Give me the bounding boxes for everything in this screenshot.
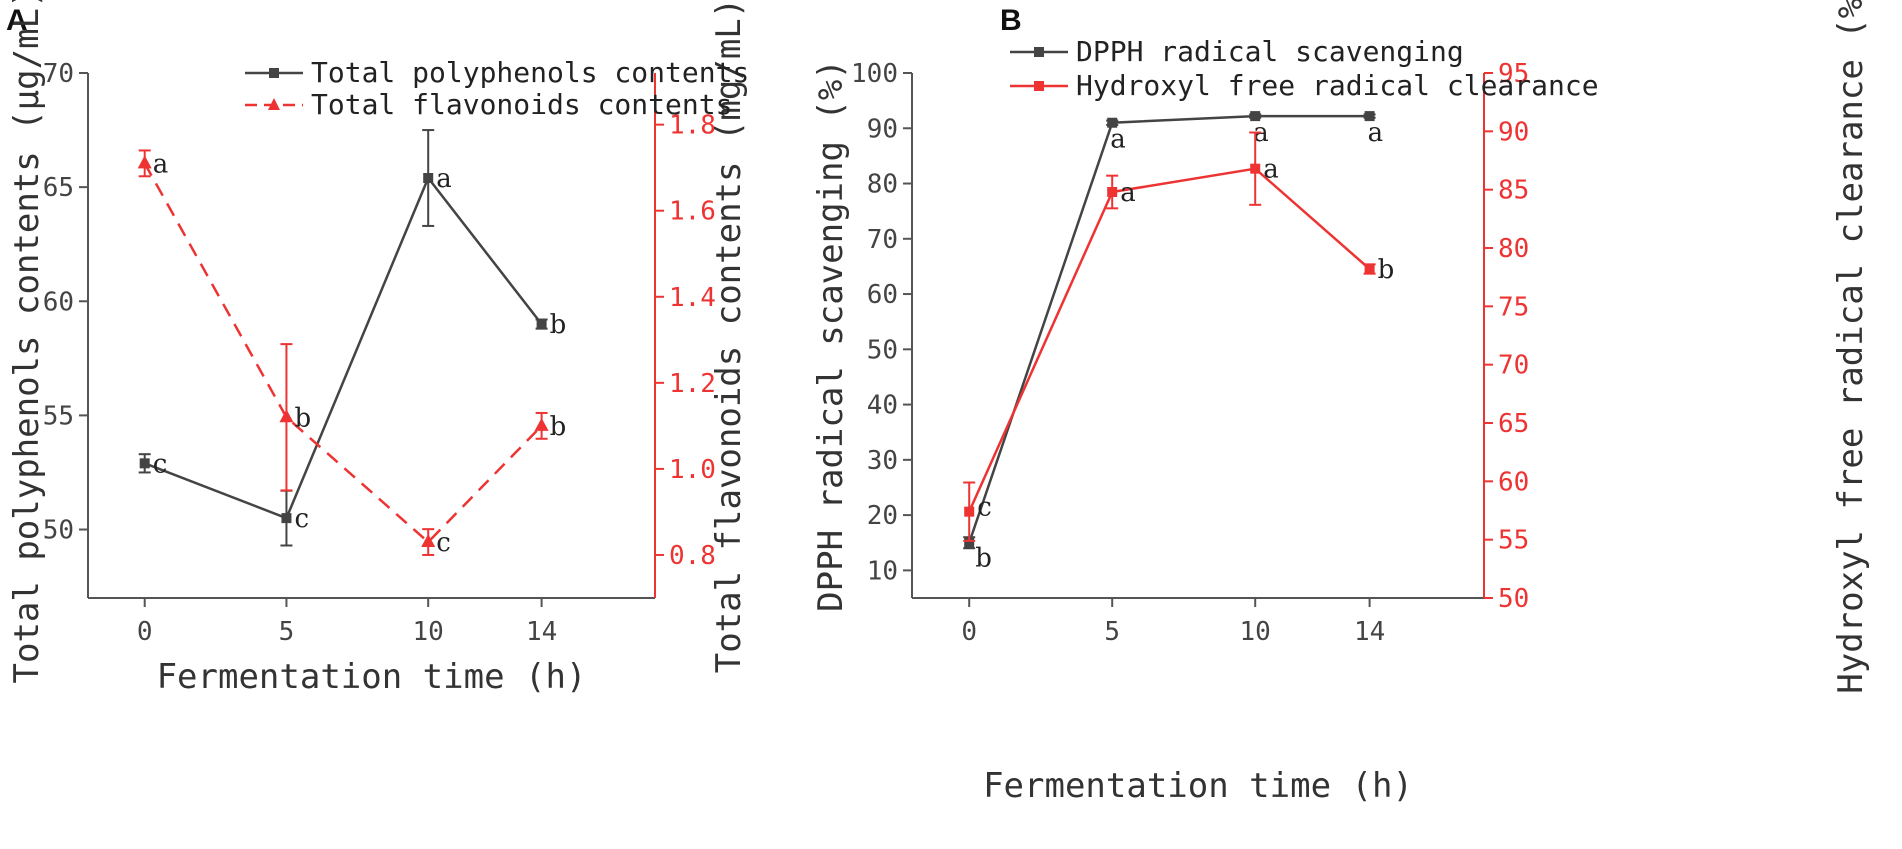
y-right-tick-label: 60 [1498, 467, 1529, 497]
y-right-tick-label: 1.0 [669, 455, 716, 485]
legend-label: DPPH radical scavenging [1076, 35, 1464, 68]
significance-label: b [550, 412, 567, 442]
y-left-tick-label: 100 [851, 59, 898, 89]
panel-label-b: B [1000, 4, 1022, 37]
series-line-b-0 [968, 114, 1370, 544]
significance-label: a [153, 149, 169, 179]
significance-label: a [1110, 125, 1126, 155]
y-right-tick-label: 55 [1498, 526, 1529, 556]
y-right-tick-label: 1.6 [669, 197, 716, 227]
data-point-marker [423, 173, 434, 183]
data-point-marker [1107, 187, 1118, 197]
x-tick-label: 5 [279, 617, 295, 647]
legend-marker [1034, 81, 1044, 91]
y-right-tick-label: 50 [1498, 584, 1529, 614]
y-left-tick-label: 80 [867, 170, 898, 200]
y-left-tick-label: 55 [43, 401, 74, 431]
x-tick-label: 14 [526, 617, 557, 647]
legend-marker [1034, 47, 1044, 57]
series-line-a-0 [144, 175, 543, 520]
significance-label: a [436, 164, 452, 194]
data-point-marker [421, 534, 436, 548]
x-tick-label: 0 [137, 617, 153, 647]
legend-marker [269, 68, 279, 78]
y-right-tick-label: 1.8 [669, 111, 716, 141]
x-tick-label: 5 [1104, 617, 1120, 647]
data-point-marker [1364, 111, 1375, 122]
legend-label: Total polyphenols contents [311, 56, 749, 89]
x-tick-label: 0 [961, 617, 977, 647]
y-left-tick-label: 50 [867, 335, 898, 365]
y-axis-left-title: Total polyphenols contents (μg/mL) [7, 0, 47, 683]
y-left-tick-label: 65 [43, 173, 74, 203]
y-right-tick-label: 85 [1498, 176, 1529, 206]
y-right-tick-label: 95 [1498, 59, 1529, 89]
significance-label: c [436, 528, 451, 558]
significance-label: a [1120, 178, 1136, 208]
y-right-tick-label: 65 [1498, 409, 1529, 439]
y-right-tick-label: 1.2 [669, 369, 716, 399]
significance-label: b [975, 544, 992, 574]
chart-panel-b: 0 5 10 14 10 20 30 40 50 60 70 80 90 100 50 55 60 65 70 75 8… [811, 0, 1871, 806]
data-point-marker [137, 155, 152, 169]
legend-marker [268, 98, 280, 110]
y-left-tick-label: 30 [867, 446, 898, 476]
y-right-tick-label: 1.4 [669, 283, 716, 313]
y-left-tick-label: 70 [43, 59, 74, 89]
data-point-marker [1107, 117, 1118, 128]
y-left-tick-label: 90 [867, 114, 898, 144]
significance-label: a [1263, 155, 1279, 185]
significance-label: c [153, 449, 168, 479]
data-point-marker [139, 458, 150, 469]
series-line-a-1 [143, 162, 543, 544]
data-point-marker [964, 537, 975, 548]
data-point-marker [281, 513, 292, 524]
y-left-tick-label: 60 [867, 280, 898, 310]
y-axis-right-title: Total flavonoids contents (mg/mL) [709, 0, 749, 673]
significance-label: a [1368, 118, 1384, 148]
significance-label: b [550, 310, 567, 340]
y-right-tick-label: 0.8 [669, 541, 716, 571]
y-left-tick-label: 40 [867, 391, 898, 421]
data-point-marker [534, 417, 549, 431]
significance-label: c [294, 504, 309, 534]
y-right-tick-label: 90 [1498, 117, 1529, 147]
y-axis-right-title: Hydroxyl free radical clearance (%) [1831, 0, 1871, 694]
y-left-tick-label: 10 [867, 556, 898, 586]
x-axis-title: Fermentation time (h) [157, 657, 587, 697]
y-left-tick-label: 60 [43, 287, 74, 317]
y-axis-left-title: DPPH radical scavenging (%) [811, 59, 851, 612]
data-point-marker [1364, 264, 1375, 274]
x-tick-label: 14 [1354, 617, 1385, 647]
significance-label: b [1378, 255, 1395, 285]
x-tick-label: 10 [1240, 617, 1271, 647]
y-right-tick-label: 80 [1498, 234, 1529, 264]
y-right-tick-label: 70 [1498, 351, 1529, 381]
data-point-marker [1250, 163, 1261, 174]
y-right-tick-label: 75 [1498, 292, 1529, 322]
legend-label: Hydroxyl free radical clearance [1076, 69, 1599, 102]
y-left-tick-label: 20 [867, 501, 898, 531]
data-point-marker [964, 506, 975, 517]
panel-label-a: A [6, 4, 28, 37]
y-left-tick-label: 50 [43, 516, 74, 546]
y-left-tick-label: 70 [867, 225, 898, 255]
data-point-marker [279, 409, 294, 423]
legend-label: Total flavonoids contents [311, 88, 732, 121]
x-tick-label: 10 [413, 617, 444, 647]
x-axis-title: Fermentation time (h) [983, 766, 1413, 806]
data-point-marker [1250, 111, 1261, 122]
data-point-marker [536, 319, 547, 330]
series-line-b-1 [968, 167, 1371, 513]
chart-panel-a: 0 5 10 14 50 55 60 65 70 0.8 1.0 1.2 1.4 1.6 1.8 Fermen… [7, 0, 749, 697]
significance-label: b [294, 403, 311, 433]
significance-label: c [977, 493, 992, 523]
